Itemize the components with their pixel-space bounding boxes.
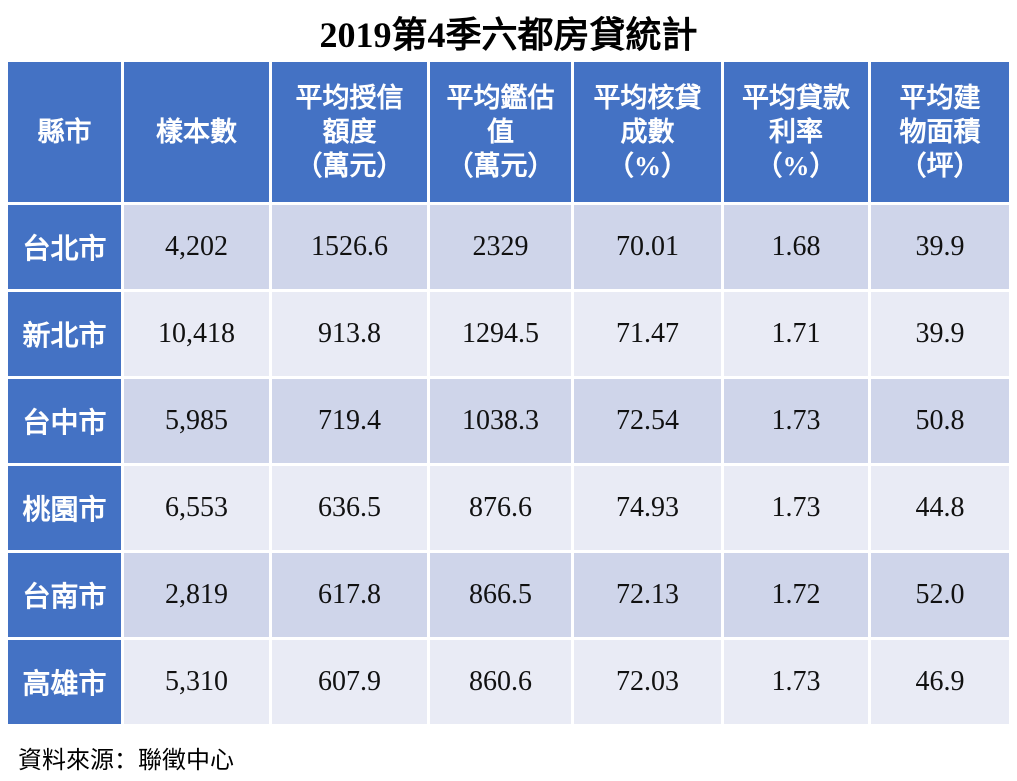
table-cell: 39.9: [871, 292, 1009, 376]
header-line: 值: [487, 117, 514, 147]
table-cell: 1.71: [724, 292, 868, 376]
table-cell: 860.6: [430, 640, 571, 724]
table-row: 台北市 4,202 1526.6 2329 70.01 1.68 39.9: [8, 205, 1009, 289]
table-cell: 866.5: [430, 553, 571, 637]
table-cell: 74.93: [574, 466, 721, 550]
table-cell: 719.4: [272, 379, 427, 463]
table-cell: 10,418: [124, 292, 269, 376]
table-cell: 6,553: [124, 466, 269, 550]
table-row: 高雄市 5,310 607.9 860.6 72.03 1.73 46.9: [8, 640, 1009, 724]
table-cell: 5,310: [124, 640, 269, 724]
row-label: 新北市: [8, 292, 121, 376]
table-cell: 39.9: [871, 205, 1009, 289]
row-label: 台北市: [8, 205, 121, 289]
table-cell: 2329: [430, 205, 571, 289]
table-cell: 1.73: [724, 379, 868, 463]
header-line: 平均建: [899, 83, 981, 113]
header-line: 平均授信: [295, 83, 404, 113]
table-cell: 1.68: [724, 205, 868, 289]
header-line: （%）: [755, 151, 837, 181]
row-label: 高雄市: [8, 640, 121, 724]
table-cell: 607.9: [272, 640, 427, 724]
header-line: 利率: [769, 117, 823, 147]
table-cell: 70.01: [574, 205, 721, 289]
header-line: 成數: [620, 117, 675, 147]
header-line: 平均貸款: [742, 83, 850, 113]
table-cell: 1.73: [724, 466, 868, 550]
table-cell: 72.13: [574, 553, 721, 637]
header-row: 縣市 樣本數 平均授信額度 （萬元） 平均鑑估值 （萬元） 平均核貸成數 （%） 平均貸款利率 （…: [8, 62, 1009, 202]
source-note: 資料來源：聯徵中心: [18, 748, 234, 774]
table-cell: 1526.6: [272, 205, 427, 289]
header-line: 物面積: [899, 117, 981, 147]
table-cell: 5,985: [124, 379, 269, 463]
table-cell: 1.72: [724, 553, 868, 637]
header-line: （坪）: [899, 151, 981, 181]
header-line: 縣市: [37, 117, 92, 147]
table: 縣市 樣本數 平均授信額度 （萬元） 平均鑑估值 （萬元） 平均核貸成數 （%） 平均貸款利率 （…: [5, 59, 1012, 727]
table-cell: 44.8: [871, 466, 1009, 550]
table-row: 台中市 5,985 719.4 1038.3 72.54 1.73 50.8: [8, 379, 1009, 463]
header-line: 額度: [322, 117, 377, 147]
header-line: （%）: [607, 151, 688, 181]
header-cell: 樣本數: [124, 62, 269, 202]
header-cell: 平均貸款利率 （%）: [724, 62, 868, 202]
row-label: 台中市: [8, 379, 121, 463]
table-cell: 72.03: [574, 640, 721, 724]
table-cell: 1038.3: [430, 379, 571, 463]
table-cell: 1.73: [724, 640, 868, 724]
header-cell: 平均核貸成數 （%）: [574, 62, 721, 202]
table-cell: 46.9: [871, 640, 1009, 724]
row-label: 桃園市: [8, 466, 121, 550]
header-cell: 平均鑑估值 （萬元）: [430, 62, 571, 202]
header-line: 平均核貸: [593, 83, 702, 113]
table-cell: 636.5: [272, 466, 427, 550]
table-cell: 4,202: [124, 205, 269, 289]
table-cell: 2,819: [124, 553, 269, 637]
table-cell: 1294.5: [430, 292, 571, 376]
header-line: 樣本數: [156, 117, 237, 147]
table-cell: 913.8: [272, 292, 427, 376]
table-cell: 876.6: [430, 466, 571, 550]
table-row: 新北市 10,418 913.8 1294.5 71.47 1.71 39.9: [8, 292, 1009, 376]
table-cell: 52.0: [871, 553, 1009, 637]
header-line: （萬元）: [446, 151, 555, 181]
title: 2019第4季六都房貸統計: [319, 15, 698, 55]
header-cell: 平均授信額度 （萬元）: [272, 62, 427, 202]
header-cell: 平均建物面積 （坪）: [871, 62, 1009, 202]
table-cell: 72.54: [574, 379, 721, 463]
header-line: 平均鑑估: [446, 83, 555, 113]
table-cell: 50.8: [871, 379, 1009, 463]
table-row: 台南市 2,819 617.8 866.5 72.13 1.72 52.0: [8, 553, 1009, 637]
row-label: 台南市: [8, 553, 121, 637]
table-cell: 617.8: [272, 553, 427, 637]
header-line: （萬元）: [295, 151, 404, 181]
header-cell: 縣市: [8, 62, 121, 202]
table-row: 桃園市 6,553 636.5 876.6 74.93 1.73 44.8: [8, 466, 1009, 550]
table-cell: 71.47: [574, 292, 721, 376]
